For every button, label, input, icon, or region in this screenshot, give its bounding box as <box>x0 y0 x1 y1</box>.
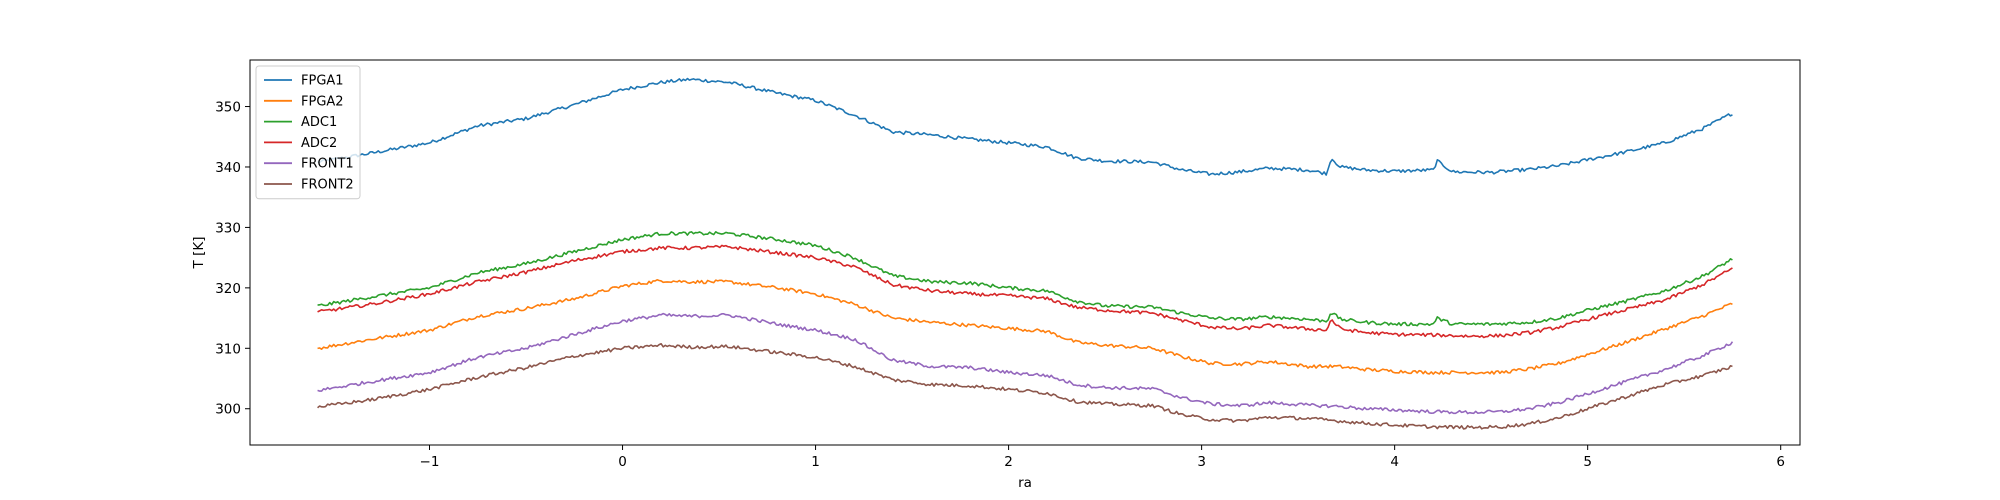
legend-label-adc1: ADC1 <box>301 115 337 130</box>
x-tick-label: 3 <box>1197 454 1206 470</box>
series-line-fpga1 <box>317 77 1733 176</box>
x-tick-label: −1 <box>420 454 440 470</box>
y-tick-label: 300 <box>215 402 241 418</box>
series-line-front1 <box>317 312 1734 415</box>
y-tick-label: 320 <box>215 281 241 297</box>
x-tick-label: 2 <box>1004 454 1013 470</box>
x-tick-label: 4 <box>1390 454 1399 470</box>
y-tick-label: 310 <box>215 341 241 357</box>
x-axis-label: ra <box>1018 475 1032 491</box>
legend-label-fpga2: FPGA2 <box>301 94 344 109</box>
y-tick-label: 330 <box>215 220 241 236</box>
x-tick-label: 0 <box>618 454 627 470</box>
x-tick-label: 1 <box>811 454 820 470</box>
legend-label-adc2: ADC2 <box>301 136 337 151</box>
y-axis-label: T [K] <box>191 237 207 270</box>
x-axis: −1 0 1 2 3 4 5 6 <box>420 445 1785 470</box>
x-tick-label: 5 <box>1583 454 1592 470</box>
legend-label-fpga1: FPGA1 <box>301 74 344 89</box>
series-line-fpga2 <box>317 278 1733 375</box>
series-line-adc1 <box>317 231 1733 327</box>
legend-box <box>255 65 361 200</box>
plot-frame <box>249 59 1801 446</box>
legend-label-front2: FRONT2 <box>301 178 354 193</box>
series-line-adc2 <box>317 244 1733 339</box>
legend: FPGA1 FPGA2 ADC1 ADC2 FRONT1 FRONT2 <box>255 65 361 200</box>
series-layer <box>317 77 1734 430</box>
plot-area <box>250 60 1800 445</box>
y-axis: 300 310 320 330 340 350 <box>215 100 250 418</box>
series-line-front2 <box>317 342 1733 430</box>
legend-label-front1: FRONT1 <box>301 157 354 172</box>
x-tick-label: 6 <box>1776 454 1785 470</box>
y-tick-label: 340 <box>215 160 241 176</box>
y-tick-label: 350 <box>215 100 241 116</box>
